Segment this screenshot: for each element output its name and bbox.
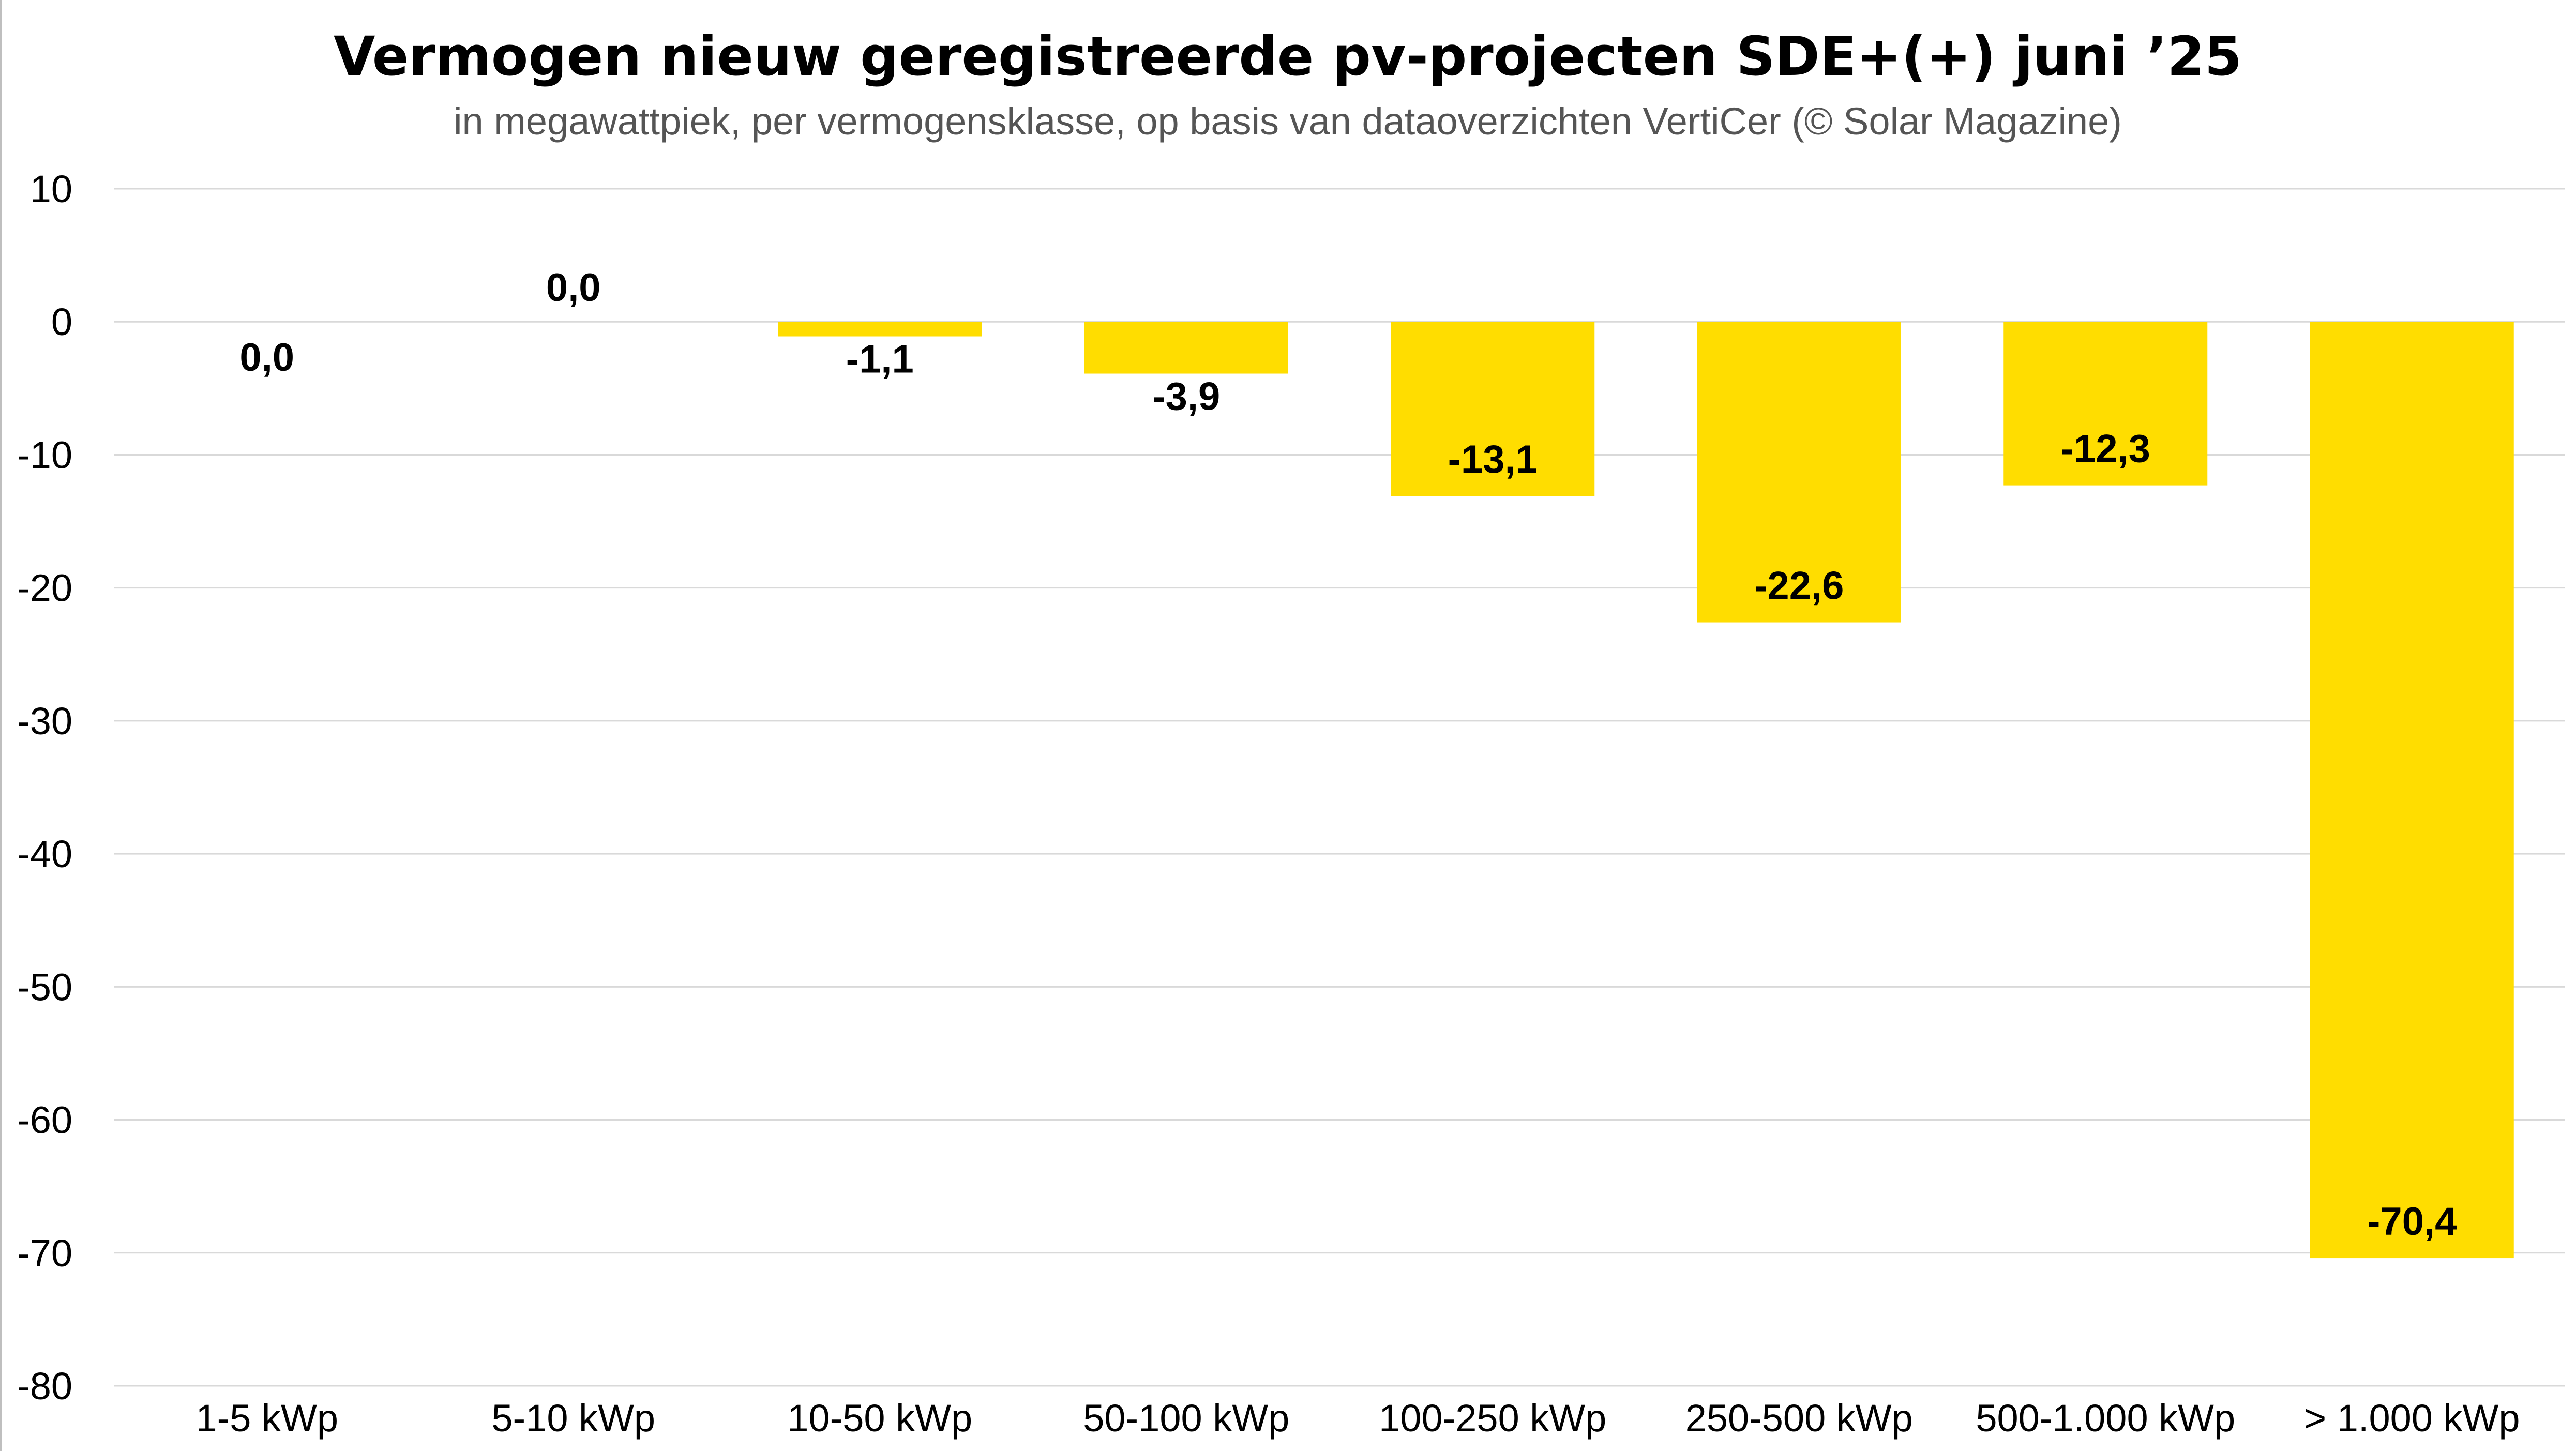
y-tick-label: -80 bbox=[17, 1365, 72, 1408]
y-tick-label: -70 bbox=[17, 1232, 72, 1275]
y-tick-label: -10 bbox=[17, 433, 72, 476]
chart-title: Vermogen nieuw geregistreerde pv-project… bbox=[334, 25, 2242, 88]
data-label: -1,1 bbox=[846, 338, 914, 382]
y-tick-label: -20 bbox=[17, 567, 72, 610]
y-tick-label: -60 bbox=[17, 1099, 72, 1142]
x-tick-label: 1-5 kWp bbox=[195, 1397, 338, 1440]
data-label: 0,0 bbox=[546, 266, 601, 310]
data-label: -3,9 bbox=[1152, 375, 1220, 419]
bar bbox=[2310, 322, 2514, 1259]
bar bbox=[1391, 322, 1595, 496]
x-tick-label: 5-10 kWp bbox=[491, 1397, 655, 1440]
x-axis: 1-5 kWp 5-10 kWp 10-50 kWp 50-100 kWp 100-25… bbox=[195, 1397, 2520, 1440]
data-labels: 0,0 0,0 -1,1 -3,9 -13,1 -22,6 -12,3 -70,4 bbox=[239, 266, 2457, 1244]
y-tick-label: 10 bbox=[30, 168, 72, 210]
gridlines bbox=[114, 188, 2565, 1387]
x-tick-label: 10-50 kWp bbox=[787, 1397, 972, 1440]
bar bbox=[1697, 322, 1901, 623]
y-tick-label: 0 bbox=[51, 300, 72, 343]
y-tick-label: -50 bbox=[17, 965, 72, 1008]
x-tick-label: 50-100 kWp bbox=[1083, 1397, 1289, 1440]
x-tick-label: > 1.000 kWp bbox=[2304, 1397, 2520, 1440]
data-label: -13,1 bbox=[1448, 437, 1538, 481]
bar bbox=[2003, 322, 2208, 486]
y-tick-label: -40 bbox=[17, 833, 72, 875]
y-axis: 10 0 -10 -20 -30 -40 -50 -60 -70 -80 bbox=[17, 168, 72, 1408]
data-label: -22,6 bbox=[1754, 564, 1844, 608]
bar bbox=[778, 322, 982, 337]
chart-subtitle: in megawattpiek, per vermogensklasse, op… bbox=[454, 100, 2122, 143]
data-label: -12,3 bbox=[2061, 427, 2150, 471]
data-label: 0,0 bbox=[239, 336, 294, 380]
bar bbox=[1084, 322, 1288, 374]
y-tick-label: -30 bbox=[17, 700, 72, 743]
x-tick-label: 500-1.000 kWp bbox=[1976, 1397, 2235, 1440]
x-tick-label: 250-500 kWp bbox=[1685, 1397, 1913, 1440]
x-tick-label: 100-250 kWp bbox=[1379, 1397, 1606, 1440]
bars bbox=[778, 322, 2514, 1259]
data-label: -70,4 bbox=[2367, 1200, 2457, 1244]
